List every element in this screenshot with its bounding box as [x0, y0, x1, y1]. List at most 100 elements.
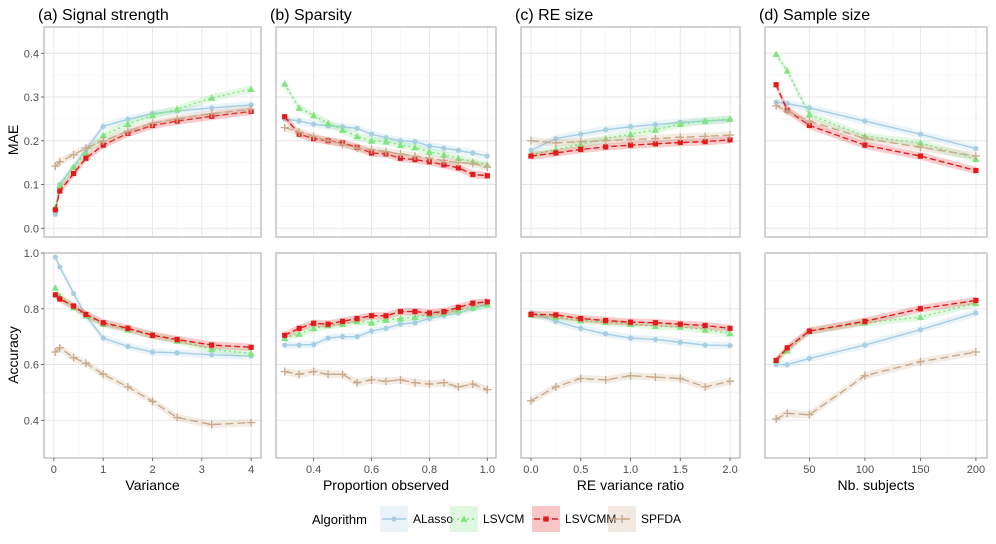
series-line-alasso: [54, 256, 252, 357]
data-point-lsvcmm: [354, 315, 360, 322]
data-point-lsvcmm: [397, 308, 404, 315]
data-point-spfda: [651, 373, 660, 382]
data-point-lsvcm: [396, 314, 405, 322]
x-tick-label: 2: [149, 464, 155, 476]
data-point-lsvcmm: [806, 328, 812, 334]
data-point-lsvcmm: [627, 142, 634, 148]
y-tick-label: 0.4: [24, 48, 39, 60]
data-point-lsvcmm: [553, 312, 559, 318]
y-tick-label: 1.0: [24, 248, 39, 260]
data-point-spfda: [454, 382, 463, 391]
series-line-spfda: [775, 351, 977, 420]
legend-item-spfda: SPFDA: [608, 506, 681, 532]
data-point-alasso: [248, 102, 254, 108]
data-point-spfda: [783, 409, 792, 418]
series-ribbon-spfda: [776, 348, 976, 423]
data-point-spfda: [676, 374, 685, 383]
data-point-lsvcmm: [441, 308, 447, 315]
data-point-lsvcmm: [917, 306, 923, 312]
data-point-alasso: [282, 342, 288, 348]
series-line-spfda: [284, 126, 488, 168]
data-point-spfda: [860, 371, 869, 380]
data-point-spfda: [309, 367, 318, 376]
data-point-lsvcm: [247, 349, 255, 357]
data-point-lsvcmm: [426, 310, 433, 316]
data-point-spfda: [324, 370, 333, 379]
data-point-spfda: [468, 159, 477, 168]
data-point-lsvcmm: [282, 332, 288, 338]
data-point-lsvcm: [324, 119, 332, 127]
data-point-spfda: [295, 370, 304, 379]
data-point-alasso: [52, 254, 58, 260]
data-point-lsvcm: [469, 303, 477, 311]
x-tick-label: 3: [199, 464, 205, 476]
data-point-spfda: [81, 144, 90, 153]
data-point-lsvcmm: [773, 357, 779, 363]
y-tick-label: 0.4: [24, 415, 39, 427]
data-point-lsvcmm: [368, 313, 375, 319]
data-point-lsvcm: [56, 181, 64, 189]
data-point-alasso: [578, 325, 584, 331]
data-point-lsvcm: [701, 326, 709, 333]
data-point-lsvcm: [82, 149, 90, 156]
data-point-alasso: [100, 123, 106, 129]
data-point-alasso: [383, 135, 389, 141]
data-point-spfda: [396, 375, 405, 384]
data-point-lsvcm: [651, 322, 659, 329]
x-tick-label: 100: [856, 464, 874, 476]
y-tick-label: 0.8: [24, 304, 39, 316]
data-point-spfda: [148, 119, 157, 128]
data-point-alasso: [784, 100, 790, 107]
data-point-spfda: [439, 378, 448, 387]
data-point-lsvcmm: [100, 320, 106, 326]
x-tick-label: 200: [967, 464, 985, 476]
data-point-lsvcm: [772, 50, 780, 58]
data-point-lsvcmm: [727, 137, 733, 143]
data-point-lsvcmm: [470, 300, 476, 306]
data-point-lsvcmm: [455, 304, 461, 310]
data-point-spfda: [601, 375, 610, 384]
data-point-spfda: [396, 149, 405, 158]
series-line-alasso: [54, 104, 252, 215]
data-point-alasso: [174, 350, 180, 356]
data-point-lsvcmm: [652, 320, 658, 326]
panel-border: [275, 26, 497, 238]
data-point-lsvcmm: [652, 141, 658, 147]
data-point-lsvcmm: [528, 311, 534, 317]
legend-item-lsvcmm: LSVCMM: [532, 506, 616, 532]
data-point-spfda: [55, 157, 64, 166]
data-point-lsvcm: [726, 115, 734, 122]
data-point-lsvcmm: [52, 207, 58, 213]
data-point-lsvcm: [651, 126, 659, 133]
data-point-lsvcm: [99, 131, 107, 139]
data-point-spfda: [805, 117, 814, 126]
data-point-spfda: [338, 370, 347, 379]
data-point-lsvcm: [916, 139, 924, 146]
data-point-alasso: [368, 131, 375, 137]
data-point-lsvcmm: [773, 82, 779, 88]
legend-key-marker: [543, 516, 549, 522]
data-point-spfda: [626, 371, 635, 380]
series-line-lsvcm: [284, 303, 488, 339]
series-line-lsvcm: [775, 302, 977, 361]
data-point-spfda: [353, 144, 362, 153]
data-point-spfda: [309, 132, 318, 141]
x-tick-label: 4: [248, 464, 254, 476]
series-line-lsvcm: [775, 53, 977, 160]
series-line-lsvcmm: [54, 294, 252, 348]
panel-background: [765, 253, 987, 458]
panel-border: [764, 26, 988, 238]
x-tick-label: 0.5: [573, 464, 588, 476]
series-line-spfda: [54, 346, 252, 426]
data-point-lsvcmm: [578, 315, 584, 322]
data-point-alasso: [397, 138, 404, 144]
data-point-lsvcmm: [553, 150, 559, 156]
data-point-lsvcmm: [397, 155, 404, 161]
data-point-spfda: [324, 136, 333, 145]
data-point-spfda: [338, 140, 347, 149]
panel-border: [520, 26, 741, 238]
data-point-spfda: [439, 156, 448, 165]
data-point-spfda: [916, 143, 925, 152]
data-point-alasso: [383, 325, 389, 331]
